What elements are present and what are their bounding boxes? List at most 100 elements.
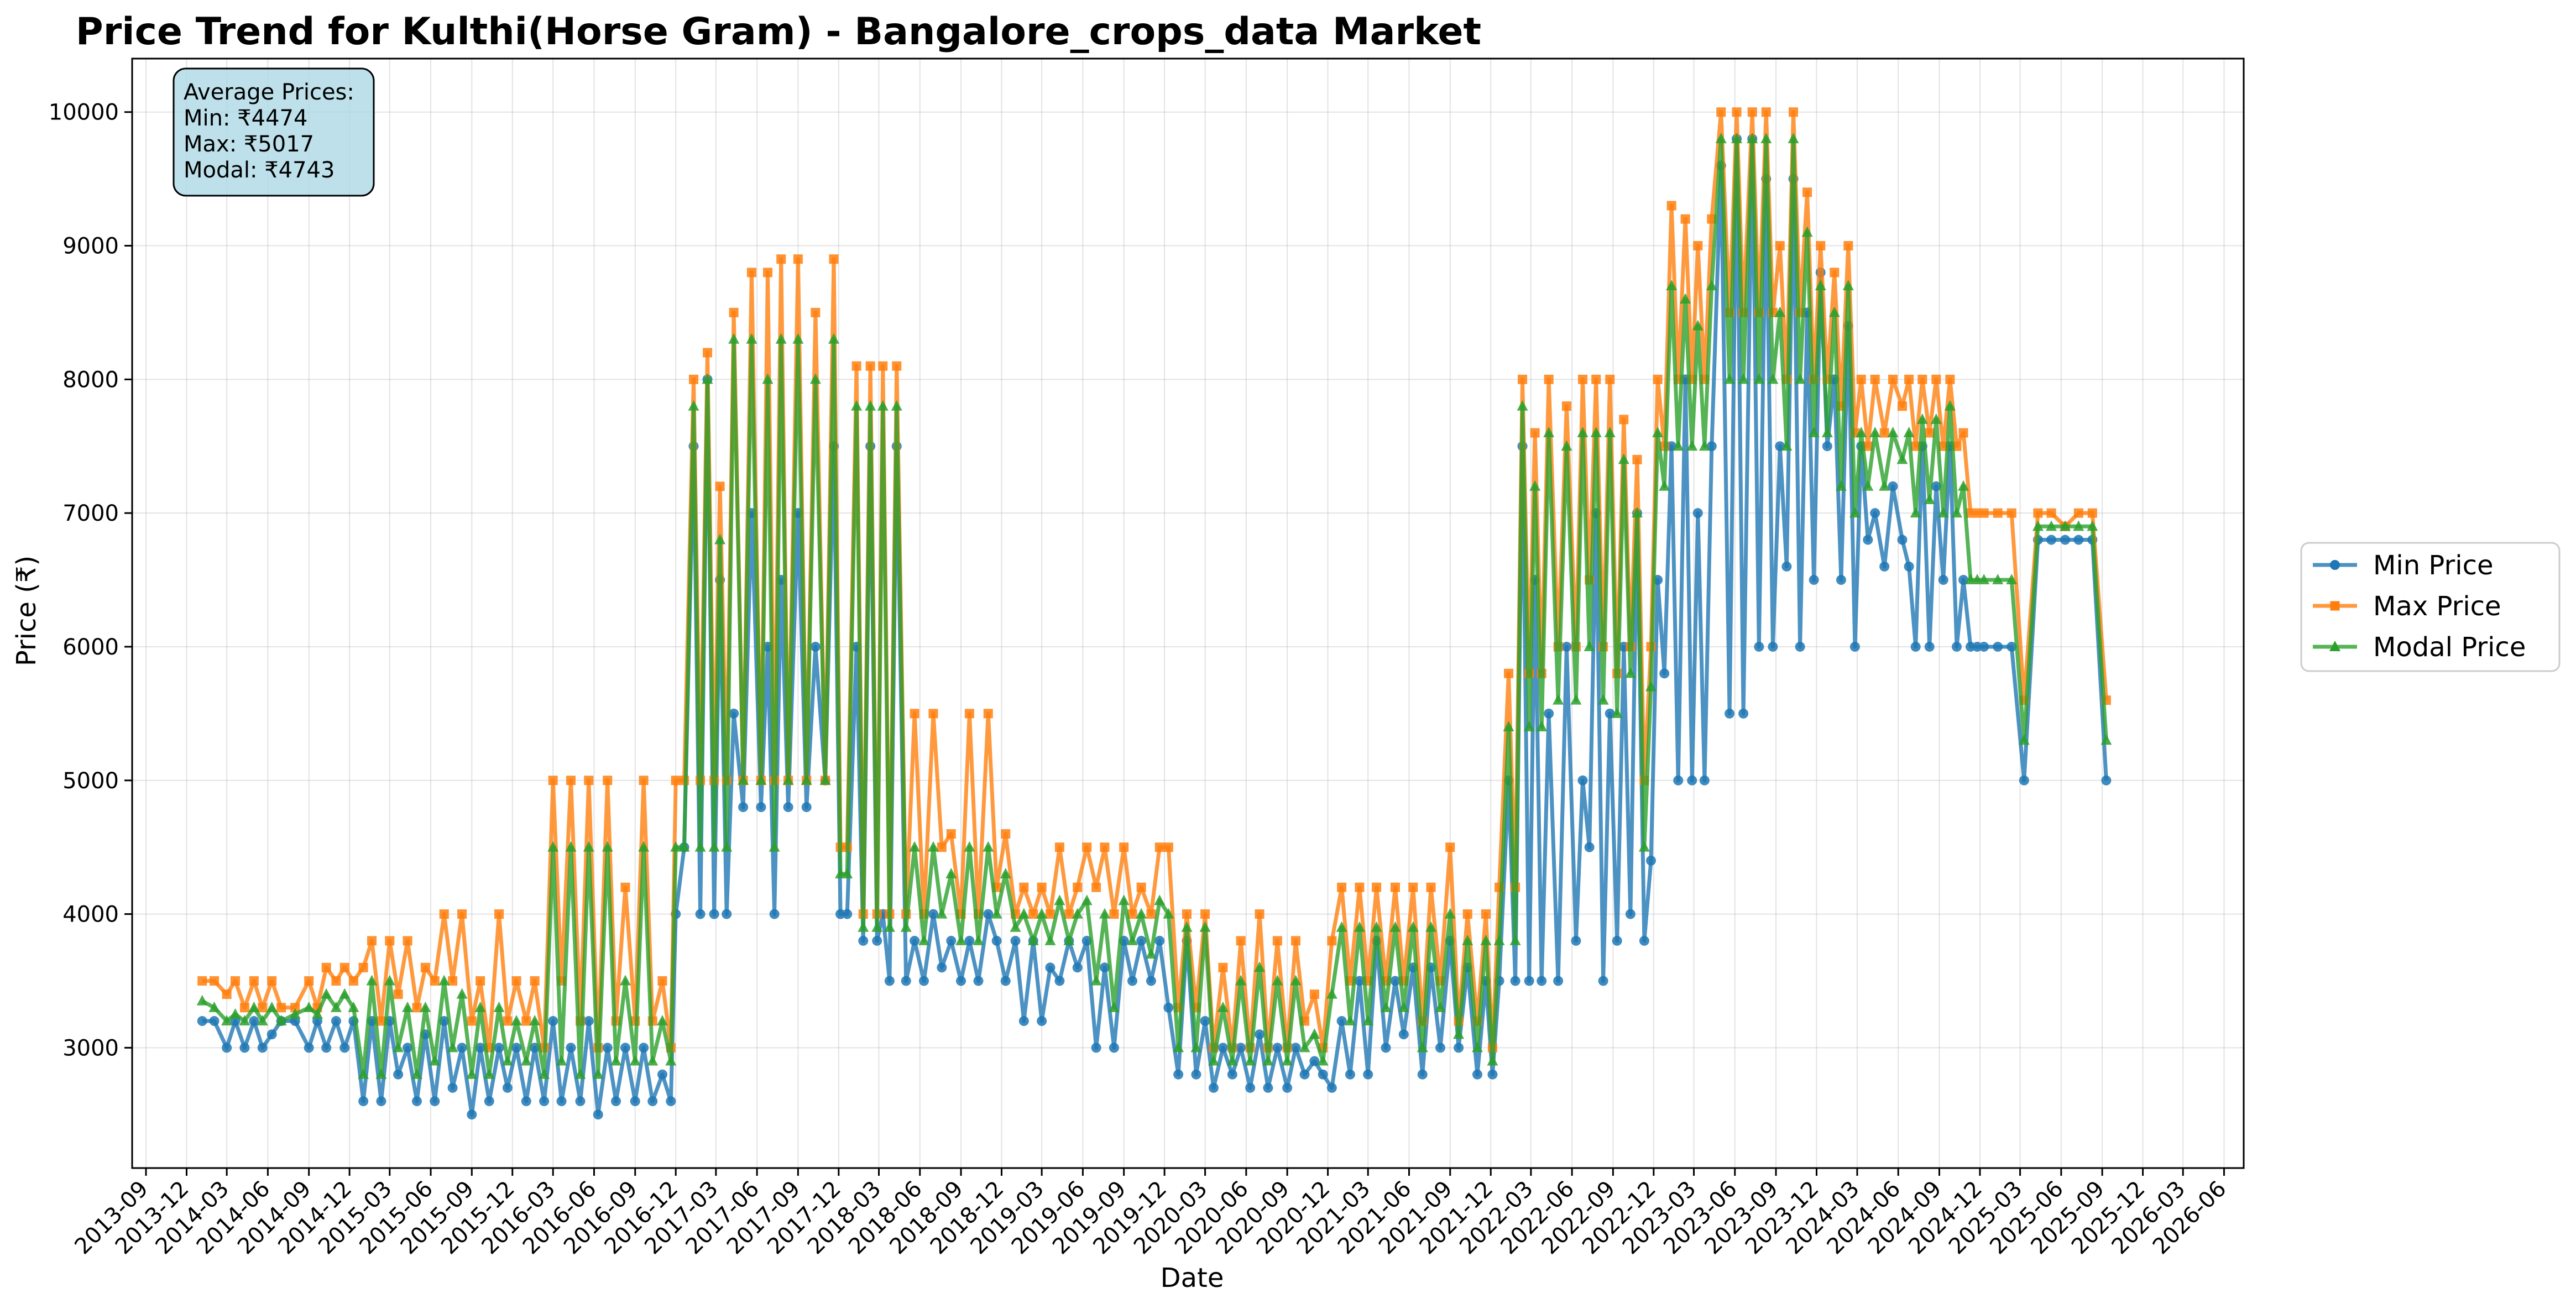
data-point bbox=[2032, 520, 2044, 531]
data-point bbox=[1509, 934, 1521, 945]
data-point bbox=[1738, 373, 1749, 384]
data-point bbox=[964, 935, 975, 946]
data-point bbox=[910, 709, 919, 719]
data-point bbox=[1856, 427, 1867, 438]
data-point bbox=[792, 333, 804, 344]
data-point bbox=[602, 841, 613, 852]
data-point bbox=[1255, 1029, 1265, 1040]
data-point bbox=[1536, 721, 1548, 732]
data-point bbox=[656, 1015, 668, 1026]
data-point bbox=[842, 868, 853, 879]
data-point bbox=[1577, 374, 1587, 384]
data-point bbox=[1590, 427, 1602, 438]
data-point bbox=[1190, 1041, 1202, 1053]
legend-item: Max Price bbox=[2313, 591, 2501, 622]
data-point bbox=[331, 976, 341, 986]
data-point bbox=[1687, 775, 1697, 786]
data-point bbox=[566, 776, 576, 786]
data-point bbox=[1958, 428, 1968, 438]
data-point bbox=[1699, 775, 1710, 786]
data-point bbox=[539, 1096, 550, 1107]
data-point bbox=[1747, 133, 1758, 144]
data-point bbox=[983, 841, 994, 852]
data-point bbox=[1768, 641, 1778, 652]
data-point bbox=[1788, 133, 1799, 144]
data-point bbox=[467, 1016, 477, 1026]
data-point bbox=[858, 921, 869, 932]
data-point bbox=[2060, 535, 2071, 545]
data-point bbox=[210, 976, 220, 986]
data-point bbox=[1381, 1043, 1391, 1053]
data-point bbox=[1624, 667, 1636, 678]
data-point bbox=[1951, 641, 1962, 652]
data-point bbox=[1794, 373, 1806, 384]
data-point bbox=[671, 776, 681, 786]
legend: Min Price Max Price Modal Price bbox=[2300, 542, 2561, 672]
data-point bbox=[1924, 641, 1935, 652]
data-point bbox=[828, 333, 839, 344]
data-point bbox=[638, 841, 650, 852]
data-point bbox=[782, 774, 794, 785]
data-point bbox=[1028, 909, 1038, 919]
data-point bbox=[722, 909, 732, 919]
data-point bbox=[239, 1043, 250, 1053]
data-point bbox=[358, 1068, 369, 1079]
data-point bbox=[1037, 1016, 1047, 1027]
data-point bbox=[574, 1068, 586, 1079]
data-point bbox=[1544, 374, 1554, 384]
data-point bbox=[1808, 427, 1820, 438]
data-point bbox=[547, 841, 559, 852]
data-point bbox=[1897, 401, 1907, 411]
data-point bbox=[842, 909, 853, 919]
data-point bbox=[1163, 842, 1173, 852]
data-point bbox=[1716, 107, 1726, 117]
data-point bbox=[1673, 775, 1684, 786]
data-point bbox=[1327, 936, 1337, 946]
data-point bbox=[928, 909, 938, 919]
data-point bbox=[1226, 1055, 1238, 1066]
data-point bbox=[2006, 574, 2018, 585]
data-point bbox=[1625, 909, 1636, 919]
data-point bbox=[872, 935, 882, 946]
data-point bbox=[1789, 107, 1799, 117]
data-point bbox=[1163, 908, 1174, 919]
data-point bbox=[1619, 415, 1629, 425]
data-point bbox=[1018, 1016, 1029, 1027]
data-point bbox=[304, 1043, 314, 1053]
data-point bbox=[610, 1055, 622, 1066]
data-point bbox=[1136, 882, 1146, 892]
data-point bbox=[475, 1043, 485, 1053]
data-point bbox=[688, 400, 699, 411]
data-point bbox=[1993, 641, 2003, 652]
data-point bbox=[1692, 320, 1704, 331]
data-point bbox=[565, 841, 577, 852]
data-point bbox=[1354, 976, 1365, 986]
data-point bbox=[1887, 427, 1899, 438]
data-point bbox=[1944, 400, 1956, 411]
data-point bbox=[267, 976, 277, 986]
data-point bbox=[811, 307, 821, 317]
data-point bbox=[1390, 882, 1400, 892]
data-point bbox=[1109, 909, 1119, 919]
data-point bbox=[1199, 921, 1211, 932]
data-point bbox=[1828, 306, 1840, 317]
y-tick-label: 3000 bbox=[62, 1035, 119, 1061]
data-point bbox=[1761, 107, 1771, 117]
data-point bbox=[1699, 440, 1710, 451]
data-point bbox=[1309, 1056, 1320, 1066]
data-point bbox=[714, 533, 726, 544]
data-point bbox=[1652, 427, 1664, 438]
data-point bbox=[448, 976, 458, 986]
data-point bbox=[1136, 908, 1147, 919]
data-point bbox=[466, 1068, 478, 1079]
data-point bbox=[229, 1008, 241, 1019]
data-point bbox=[1493, 934, 1505, 945]
data-point bbox=[945, 868, 957, 879]
data-point bbox=[2073, 535, 2084, 545]
data-point bbox=[358, 1096, 369, 1107]
data-point bbox=[1109, 1043, 1119, 1053]
data-point bbox=[721, 841, 733, 852]
data-point bbox=[1903, 427, 1915, 438]
data-point bbox=[222, 989, 232, 999]
data-point bbox=[729, 307, 739, 317]
